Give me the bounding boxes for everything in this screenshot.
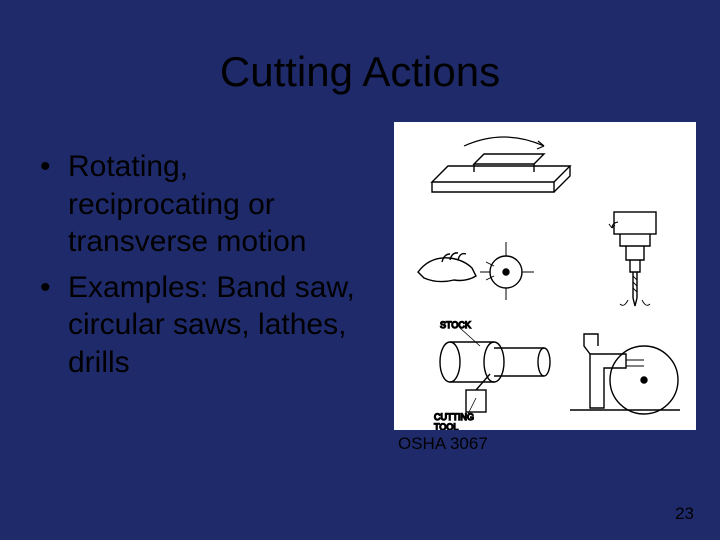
bullet-text: Examples: Band saw, circular saws, lathe…: [68, 269, 360, 382]
transverse-block-icon: [432, 137, 570, 192]
figure-caption: OSHA 3067: [398, 434, 488, 454]
circular-saw-icon: [418, 242, 534, 300]
bullet-text: Rotating, reciprocating or transverse mo…: [68, 148, 360, 261]
stock-label: STOCK: [440, 320, 471, 330]
bullet-list: • Rotating, reciprocating or transverse …: [40, 148, 360, 389]
bullet-dot-icon: •: [40, 148, 68, 261]
bullet-dot-icon: •: [40, 269, 68, 382]
bandsaw-icon: [570, 334, 680, 414]
cutting-actions-diagram-icon: STOCK CUTTING TOOL: [394, 122, 696, 430]
slide-title: Cutting Actions: [0, 48, 720, 96]
diagram-figure: STOCK CUTTING TOOL: [394, 122, 696, 430]
list-item: • Rotating, reciprocating or transverse …: [40, 148, 360, 261]
page-number: 23: [675, 504, 694, 524]
lathe-icon: STOCK CUTTING TOOL: [434, 320, 550, 430]
svg-text:TOOL: TOOL: [434, 422, 458, 430]
drill-press-icon: [609, 212, 656, 306]
list-item: • Examples: Band saw, circular saws, lat…: [40, 269, 360, 382]
